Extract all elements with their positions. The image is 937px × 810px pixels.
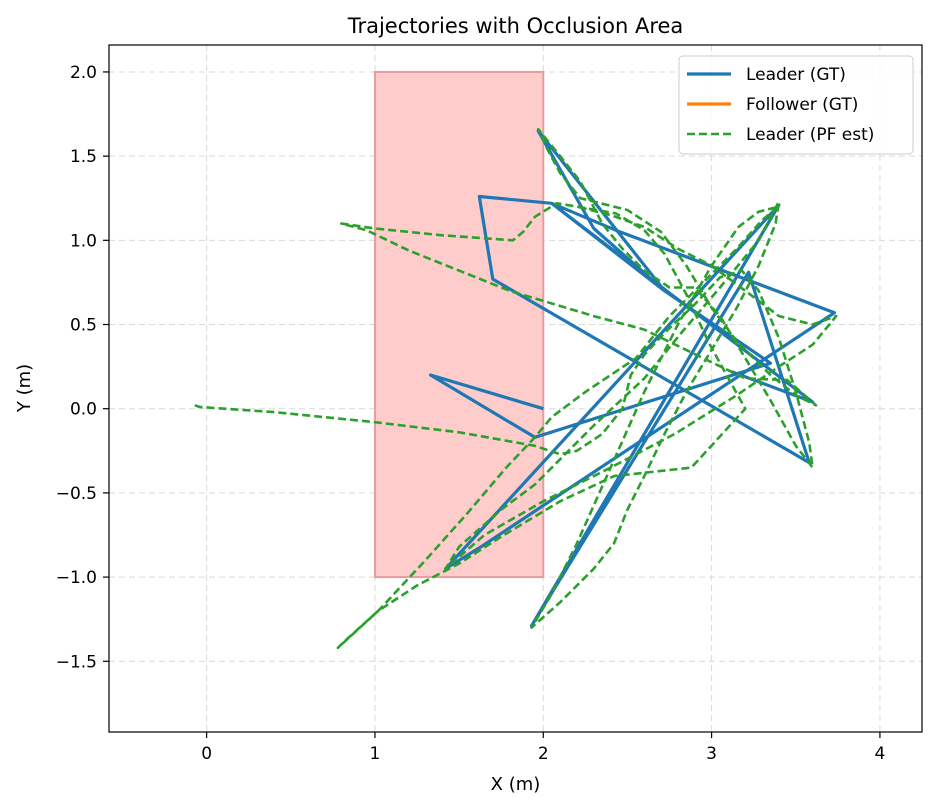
occlusion-area-layer [373, 70, 545, 579]
y-tick-label: 0.5 [70, 316, 97, 336]
legend-box [678, 55, 914, 155]
y-tick-label: −1.0 [56, 568, 97, 588]
x-tick-label: 3 [706, 744, 717, 764]
legend: Leader (GT) Follower (GT) Leader (PF est) [678, 55, 914, 155]
plot-frame [108, 44, 923, 733]
y-tick-label: 1.5 [70, 147, 97, 167]
x-axis-label: X (m) [491, 774, 541, 795]
y-tick-label: 0.0 [70, 400, 97, 420]
chart-title: Trajectories with Occlusion Area [347, 14, 684, 38]
y-axis-ticks: −1.5 −1.0 −0.5 0.0 0.5 1.0 1.5 2.0 [56, 63, 109, 672]
legend-label: Leader (PF est) [746, 125, 874, 145]
y-tick-label: 2.0 [70, 63, 97, 83]
legend-label: Leader (GT) [746, 65, 846, 85]
y-tick-label: −0.5 [56, 484, 97, 504]
x-axis-ticks: 0 1 2 3 4 [201, 732, 885, 764]
x-tick-label: 2 [538, 744, 549, 764]
series-line-3 [194, 127, 838, 650]
x-tick-label: 1 [370, 744, 381, 764]
occlusion-area [373, 70, 545, 579]
y-tick-label: 1.0 [70, 231, 97, 251]
x-tick-label: 0 [201, 744, 212, 764]
x-tick-label: 4 [875, 744, 886, 764]
y-tick-label: −1.5 [56, 652, 97, 672]
legend-label: Follower (GT) [746, 95, 858, 115]
series-lines [194, 127, 838, 650]
y-axis-label: Y (m) [14, 364, 35, 413]
